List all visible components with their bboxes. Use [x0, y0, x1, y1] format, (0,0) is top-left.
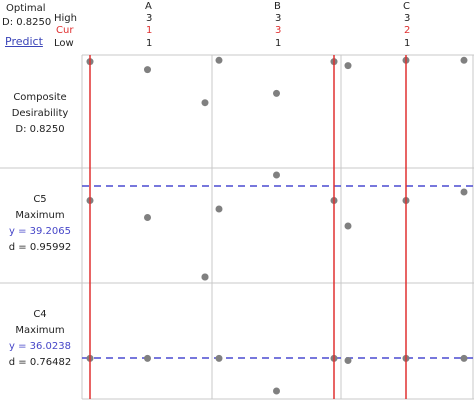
desirability-value: D: 0.8250 [2, 17, 52, 28]
point-row2-B-0 [215, 354, 223, 362]
factor-b-name: B [274, 1, 281, 12]
factor-a-low: 1 [146, 38, 153, 49]
composite-line2: Desirability [11, 108, 69, 119]
factor-c-high: 3 [404, 13, 411, 24]
factor-a-high: 3 [146, 13, 153, 24]
point-row1-C-0 [344, 222, 352, 230]
point-row0-C-0 [344, 62, 352, 70]
c5-name: C5 [33, 194, 47, 205]
point-row1-B-1 [273, 171, 280, 179]
point-row1-A-1 [144, 214, 151, 221]
factor-c-low: 1 [404, 38, 411, 49]
predict-link[interactable]: Predict [5, 35, 43, 48]
data-points [86, 56, 468, 395]
point-row2-A-2 [201, 273, 209, 281]
grid [0, 54, 474, 400]
point-row0-B-1 [273, 89, 280, 97]
c4-d-value: d = 0.76482 [8, 357, 72, 368]
composite-row-label: Composite Desirability D: 0.8250 [0, 90, 80, 138]
point-row0-B-0 [215, 56, 223, 64]
composite-line3: D: 0.8250 [15, 124, 65, 135]
factor-c-name: C [403, 1, 410, 12]
factor-b-low: 1 [275, 38, 282, 49]
low-label: Low [54, 38, 74, 49]
point-row0-A-2 [201, 99, 209, 107]
c4-name: C4 [33, 309, 47, 320]
point-row1-C-2 [460, 188, 468, 196]
point-row2-B-1 [273, 387, 280, 395]
c5-goal: Maximum [15, 210, 65, 221]
prediction-lines [82, 185, 474, 359]
point-row2-A-1 [144, 354, 151, 362]
optimal-label: Optimal [6, 3, 46, 14]
c5-y-value: y = 39.2065 [8, 226, 71, 237]
factor-a-cur[interactable]: 1 [146, 25, 153, 36]
factor-b-high: 3 [275, 13, 282, 24]
cur-label: Cur [56, 25, 74, 36]
high-label: High [54, 13, 77, 24]
c4-goal: Maximum [15, 325, 65, 336]
point-row2-C-2 [460, 354, 468, 362]
c5-row-label: C5 Maximum y = 39.2065 d = 0.95992 [0, 192, 80, 256]
point-row0-A-1 [144, 66, 151, 74]
c4-row-label: C4 Maximum y = 36.0238 d = 0.76482 [0, 307, 80, 371]
point-row1-B-0 [215, 205, 223, 213]
point-row0-C-2 [460, 56, 468, 64]
factor-b-cur[interactable]: 3 [275, 25, 282, 36]
c4-y-value: y = 36.0238 [8, 341, 71, 352]
factor-c-cur[interactable]: 2 [404, 25, 411, 36]
c5-d-value: d = 0.95992 [8, 242, 72, 253]
composite-line1: Composite [13, 92, 67, 103]
current-setting-lines[interactable] [89, 55, 407, 399]
factor-a-name: A [145, 1, 152, 12]
point-row2-C-0 [344, 357, 352, 364]
